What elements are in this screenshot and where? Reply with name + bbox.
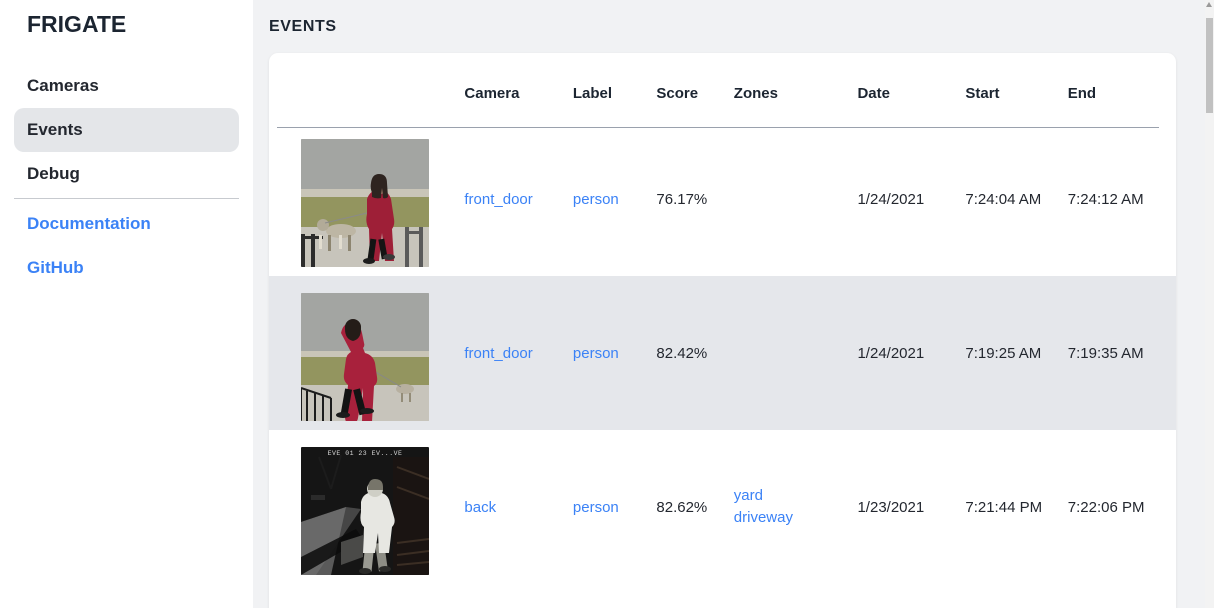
svg-text:EVE 01 23 EV...VE: EVE 01 23 EV...VE (328, 450, 403, 457)
